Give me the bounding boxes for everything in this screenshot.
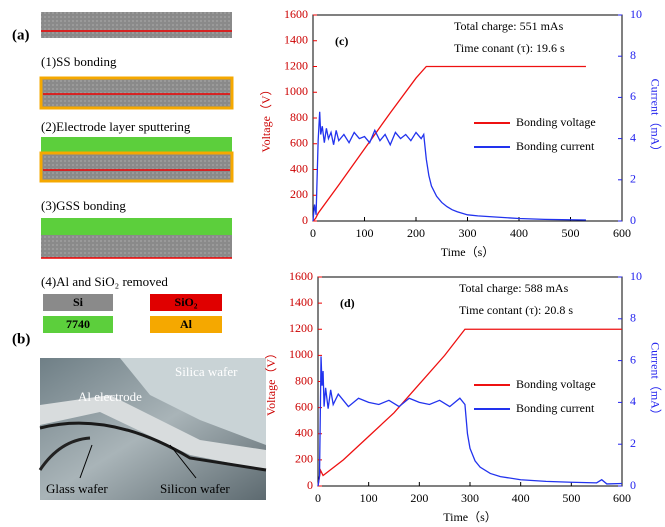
- annotation: Time conant (τ): 19.6 s: [454, 41, 565, 55]
- arrow: [169, 444, 197, 479]
- data-line: [317, 356, 623, 487]
- legend-swatch: [150, 294, 222, 311]
- panel-b: (b) Silica wafer Al electrode Glass wafe…: [12, 331, 267, 500]
- layer: [39, 151, 234, 183]
- y-tick-label: 800: [290, 110, 308, 124]
- x-tick-label: 100: [356, 226, 374, 240]
- layer: [41, 137, 232, 153]
- x-tick-label: 300: [461, 491, 479, 505]
- panel-a: (a) (1)SS bonding (2)Electrode layer spu…: [12, 12, 234, 333]
- y2-tick-label: 10: [630, 7, 642, 21]
- x-tick-label: 200: [410, 491, 428, 505]
- y-tick-label: 200: [295, 452, 313, 466]
- y-tick-label: 0: [307, 478, 313, 492]
- photo-label: Glass wafer: [46, 481, 108, 496]
- data-line: [312, 111, 586, 222]
- y-tick-label: 600: [290, 136, 308, 150]
- layer: [39, 76, 234, 110]
- step-label: (3)GSS bonding: [41, 198, 126, 213]
- step-label: (1)SS bonding: [41, 54, 117, 69]
- legend-swatch: [150, 316, 222, 333]
- y2-axis-title: Current（mA）: [648, 342, 662, 421]
- legend-label: Bonding voltage: [516, 115, 596, 129]
- legend-label: Al: [180, 317, 193, 331]
- y2-tick-label: 2: [630, 172, 636, 186]
- legend-label: Si: [73, 295, 84, 309]
- y-tick-label: 1000: [289, 347, 313, 361]
- y-tick-label: 1000: [284, 84, 308, 98]
- layer: [41, 12, 232, 38]
- x-tick-label: 600: [613, 491, 631, 505]
- x-tick-label: 200: [407, 226, 425, 240]
- y2-tick-label: 8: [630, 311, 636, 325]
- arrow: [79, 444, 93, 479]
- y-axis-title: Voltage（V）: [259, 83, 273, 152]
- y2-axis-title: Current（mA）: [648, 79, 662, 158]
- step-label: (2)Electrode layer sputtering: [41, 119, 191, 134]
- y-tick-label: 800: [295, 373, 313, 387]
- y-tick-label: 0: [302, 213, 308, 227]
- x-tick-label: 500: [562, 491, 580, 505]
- photo-label: Silicon wafer: [160, 481, 230, 496]
- legend-label: Bonding current: [516, 139, 595, 153]
- legend-label: Bonding voltage: [516, 377, 596, 391]
- y2-tick-label: 0: [630, 478, 636, 492]
- y2-tick-label: 8: [630, 48, 636, 62]
- legend-label: 7740: [66, 317, 90, 331]
- y2-tick-label: 2: [630, 436, 636, 450]
- x-tick-label: 400: [510, 226, 528, 240]
- y-axis-title: Voltage（V）: [264, 347, 278, 416]
- panel-label: (d): [340, 296, 355, 310]
- photo-label: Al electrode: [78, 389, 142, 404]
- y2-tick-label: 4: [630, 130, 636, 144]
- y2-tick-label: 6: [630, 352, 636, 366]
- y-tick-label: 1600: [284, 7, 308, 21]
- legend-label: SiO₂: [175, 295, 198, 309]
- y-tick-label: 1400: [289, 295, 313, 309]
- annotation: Total charge: 588 mAs: [459, 281, 569, 295]
- y-tick-label: 200: [290, 187, 308, 201]
- legend-swatch: [43, 316, 113, 333]
- x-tick-label: 500: [562, 226, 580, 240]
- panel-label: (c): [335, 34, 348, 48]
- data-line: [312, 65, 586, 222]
- y2-tick-label: 0: [630, 213, 636, 227]
- y-tick-label: 600: [295, 399, 313, 413]
- step-label: (4)Al and SiO₂ removed: [41, 274, 168, 289]
- photo: [120, 358, 266, 445]
- x-axis-title: Time（s）: [443, 510, 497, 524]
- x-tick-label: 600: [613, 226, 631, 240]
- y-tick-label: 400: [295, 426, 313, 440]
- y-tick-label: 1200: [289, 321, 313, 335]
- photo: [39, 421, 267, 472]
- x-tick-label: 0: [315, 491, 321, 505]
- annotation: Time contant (τ): 20.8 s: [459, 303, 573, 317]
- legend-label: Bonding current: [516, 401, 595, 415]
- y-tick-label: 1400: [284, 33, 308, 47]
- photo: [40, 395, 266, 470]
- y2-tick-label: 6: [630, 89, 636, 103]
- x-tick-label: 0: [310, 226, 316, 240]
- x-tick-label: 300: [459, 226, 477, 240]
- annotation: Total charge: 551 mAs: [454, 19, 564, 33]
- x-axis-title: Time（s）: [441, 245, 495, 259]
- y-tick-label: 1200: [284, 58, 308, 72]
- photo-label: Silica wafer: [175, 364, 238, 379]
- x-tick-label: 100: [360, 491, 378, 505]
- panel-label: (a): [12, 27, 30, 43]
- panel-label: (b): [12, 331, 30, 347]
- x-tick-label: 400: [512, 491, 530, 505]
- layer: [41, 218, 232, 235]
- data-line: [317, 328, 622, 487]
- y2-tick-label: 10: [630, 269, 642, 283]
- y-tick-label: 1600: [289, 269, 313, 283]
- photo: [38, 436, 91, 471]
- y2-tick-label: 4: [630, 394, 636, 408]
- y-tick-label: 400: [290, 161, 308, 175]
- legend-swatch: [43, 294, 113, 311]
- layer: [41, 235, 232, 258]
